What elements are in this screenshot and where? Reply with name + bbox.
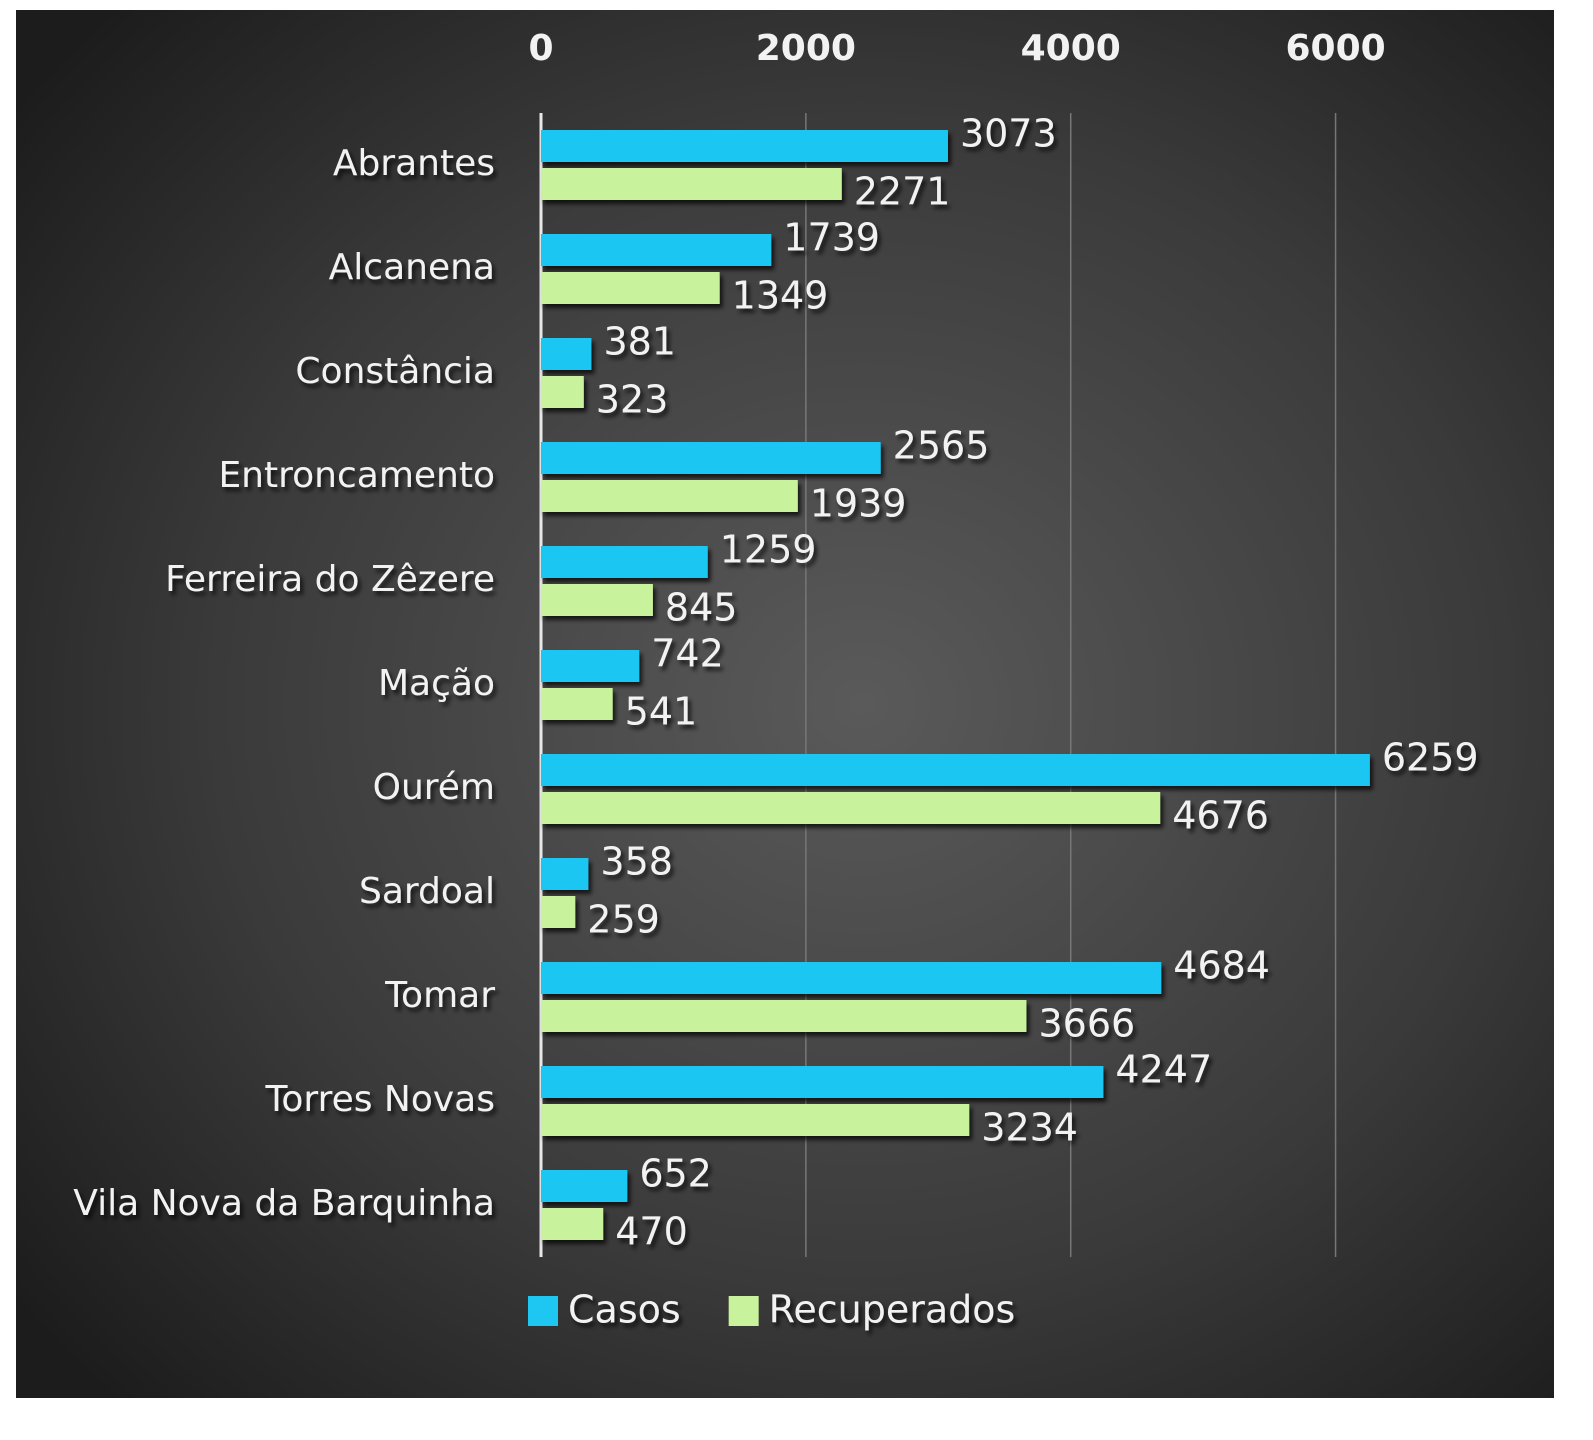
value-label: 3234 [981, 1106, 1078, 1150]
value-label: 4247 [1115, 1048, 1212, 1092]
bar [541, 1104, 970, 1136]
bar [541, 338, 592, 370]
value-label: 742 [651, 632, 724, 676]
bar [541, 1170, 628, 1202]
value-label: 1259 [720, 528, 817, 572]
y-tick-label: Entroncamento [218, 455, 495, 496]
bar [541, 1000, 1027, 1032]
value-label: 541 [625, 690, 698, 734]
value-label: 1739 [783, 216, 880, 260]
value-label: 2271 [854, 170, 951, 214]
value-label: 652 [639, 1152, 712, 1196]
bar [541, 584, 653, 616]
x-tick-label: 0 [528, 28, 553, 69]
bar [541, 130, 948, 162]
y-tick-label: Ourém [373, 767, 495, 808]
bar [541, 962, 1162, 994]
value-label: 3073 [960, 112, 1057, 156]
bar [541, 1066, 1104, 1098]
y-tick-label: Constância [295, 351, 495, 392]
bar [541, 896, 576, 928]
y-tick-label: Tomar [384, 975, 495, 1016]
bar [541, 650, 640, 682]
bar [541, 272, 720, 304]
y-tick-label: Alcanena [329, 247, 495, 288]
bar [541, 754, 1370, 786]
value-label: 358 [600, 840, 673, 884]
bar [541, 480, 798, 512]
y-tick-label: Vila Nova da Barquinha [73, 1183, 495, 1224]
bar [541, 688, 613, 720]
y-tick-label: Abrantes [333, 143, 495, 184]
legend-label: Recuperados [769, 1288, 1016, 1332]
bar [541, 792, 1161, 824]
legend-swatch [528, 1296, 558, 1326]
bar [541, 1208, 604, 1240]
y-tick-label: Sardoal [359, 871, 495, 912]
value-label: 381 [603, 320, 676, 364]
value-label: 845 [665, 586, 738, 630]
chart-background [16, 10, 1554, 1398]
x-tick-label: 4000 [1021, 28, 1121, 69]
value-label: 4684 [1173, 944, 1270, 988]
value-label: 323 [596, 378, 669, 422]
bar [541, 858, 589, 890]
bar [541, 546, 708, 578]
bar [541, 234, 772, 266]
bar [541, 376, 584, 408]
x-tick-label: 2000 [756, 28, 856, 69]
value-label: 1939 [810, 482, 907, 526]
bar [541, 442, 881, 474]
legend-swatch [728, 1296, 759, 1326]
y-tick-label: Ferreira do Zêzere [165, 559, 495, 600]
value-label: 1349 [732, 274, 829, 318]
value-label: 3666 [1038, 1002, 1135, 1046]
value-label: 4676 [1172, 794, 1269, 838]
y-tick-label: Mação [378, 663, 495, 704]
value-label: 470 [615, 1210, 688, 1254]
value-label: 259 [587, 898, 660, 942]
x-tick-label: 6000 [1285, 28, 1385, 69]
bar [541, 168, 842, 200]
value-label: 2565 [893, 424, 990, 468]
legend-label: Casos [568, 1288, 681, 1332]
y-tick-label: Torres Novas [265, 1079, 496, 1120]
value-label: 6259 [1382, 736, 1479, 780]
